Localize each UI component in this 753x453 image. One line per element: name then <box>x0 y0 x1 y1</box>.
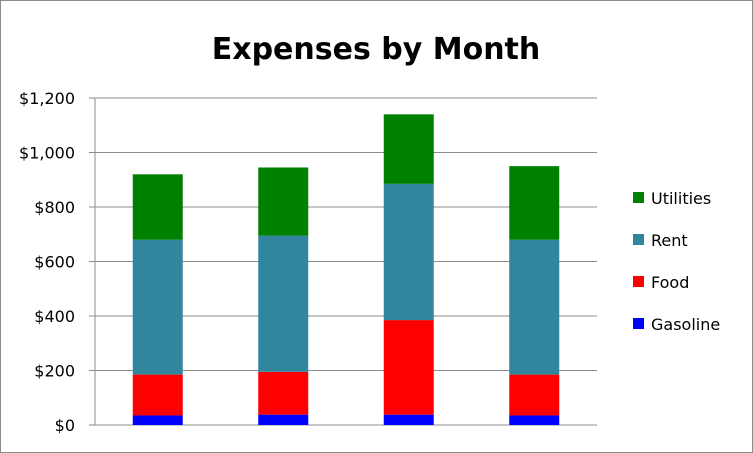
y-tick-label: $400 <box>34 307 75 326</box>
legend-swatch-rent <box>633 234 644 245</box>
y-tick-label: $0 <box>55 416 75 435</box>
y-tick-label: $1,200 <box>19 89 75 108</box>
bar-rent-2 <box>258 235 309 372</box>
bar-utilities-4 <box>509 166 560 240</box>
bar-utilities-1 <box>132 174 183 240</box>
y-axis: $0 $200 $400 $600 $800 $1,000 $1,200 <box>19 89 96 435</box>
legend-label-utilities: Utilities <box>651 189 711 208</box>
bar-food-4 <box>509 374 560 416</box>
y-tick-label: $200 <box>34 362 75 381</box>
bar-food-1 <box>132 374 183 416</box>
legend-swatch-food <box>633 276 644 287</box>
bar-rent-1 <box>132 239 183 375</box>
bar-rent-4 <box>509 239 560 375</box>
bar-gasoline-4 <box>509 415 560 425</box>
y-tick-label: $1,000 <box>19 144 75 163</box>
legend-swatch-utilities <box>633 192 644 203</box>
chart-title: Expenses by Month <box>212 32 541 67</box>
bar-gasoline-2 <box>258 414 309 425</box>
bars <box>132 114 560 425</box>
legend-label-rent: Rent <box>651 231 688 250</box>
legend-label-gasoline: Gasoline <box>651 315 720 334</box>
legend-swatch-gasoline <box>633 318 644 329</box>
bar-gasoline-1 <box>132 415 183 425</box>
bar-utilities-3 <box>383 114 434 184</box>
bar-rent-3 <box>383 183 434 321</box>
legend: Utilities Rent Food Gasoline <box>633 189 720 334</box>
y-tick-label: $800 <box>34 198 75 217</box>
legend-label-food: Food <box>651 273 689 292</box>
bar-food-2 <box>258 371 309 415</box>
bar-utilities-2 <box>258 167 309 236</box>
bar-food-3 <box>383 320 434 415</box>
bar-gasoline-3 <box>383 414 434 425</box>
y-tick-label: $600 <box>34 253 75 272</box>
